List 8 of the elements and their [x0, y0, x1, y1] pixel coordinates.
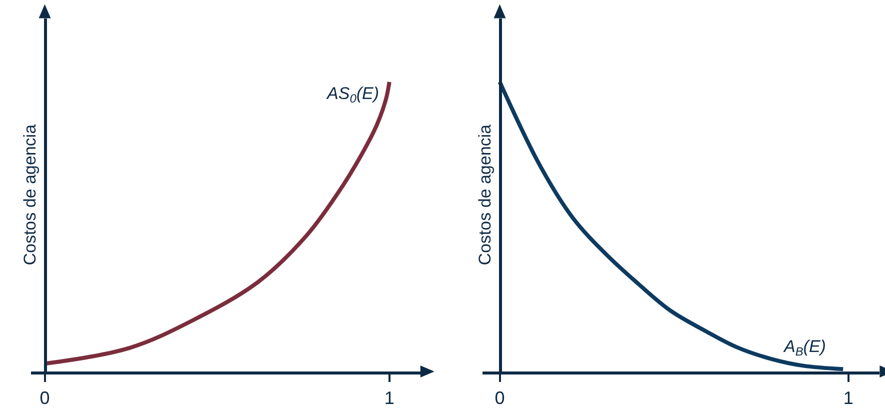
y-axis-title: Costos de agencia: [20, 124, 40, 266]
y-axis-title: Costos de agencia: [476, 124, 495, 266]
series-label: A$_{B}$(E): [783, 337, 826, 359]
x-tick-label: 1: [843, 388, 854, 408]
x-tick-label: 0: [494, 388, 505, 408]
x-tick-label: 0: [40, 388, 50, 408]
x-tick-label: 1: [384, 388, 394, 408]
series-label: AS$_{0}$(E): [326, 84, 379, 106]
